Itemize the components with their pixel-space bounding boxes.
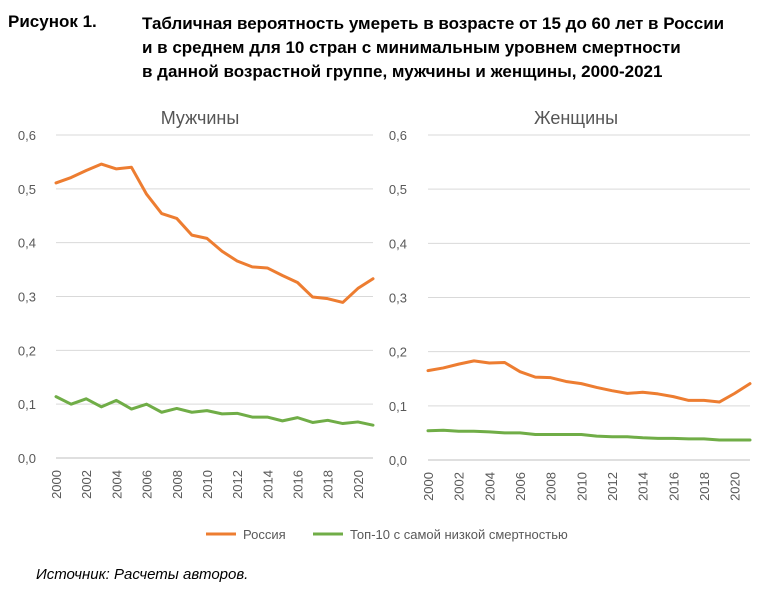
x-tick-label-men-3: 2006 (140, 470, 155, 499)
x-tick-label-men-9: 2018 (321, 470, 336, 499)
x-tick-label-men-7: 2014 (260, 470, 275, 499)
y-tick-label-men-1: 0,1 (18, 397, 36, 412)
y-tick-label-men-0: 0,0 (18, 451, 36, 466)
legend-label-top10: Топ-10 с самой низкой смертностью (350, 527, 568, 542)
panel-title-women: Женщины (534, 108, 618, 128)
x-tick-label-men-8: 2016 (291, 470, 306, 499)
x-tick-label-women-10: 2020 (728, 472, 743, 501)
x-tick-label-men-4: 2008 (170, 470, 185, 499)
y-tick-label-women-1: 0,1 (389, 399, 407, 414)
y-tick-label-women-2: 0,2 (389, 345, 407, 360)
x-tick-label-men-0: 2000 (49, 470, 64, 499)
figure-title-line-2: и в среднем для 10 стран с минимальным у… (142, 38, 681, 57)
panel-men: Мужчины 0,0 0,1 0,2 0,3 0,4 0,5 0,6 2000 2002 2004… (18, 108, 375, 499)
y-tick-label-women-4: 0,4 (389, 236, 407, 251)
x-tick-label-women-3: 2006 (513, 472, 528, 501)
x-tick-label-women-4: 2008 (544, 472, 559, 501)
y-tick-label-women-3: 0,3 (389, 291, 407, 306)
panel-title-men: Мужчины (161, 108, 240, 128)
series-line-men-russia (54, 162, 375, 304)
x-tick-label-women-6: 2012 (605, 472, 620, 501)
y-tick-label-men-6: 0,6 (18, 128, 36, 143)
x-tick-label-women-8: 2016 (666, 472, 681, 501)
x-tick-label-women-7: 2014 (636, 472, 651, 501)
x-tick-label-men-10: 2020 (351, 470, 366, 499)
x-tick-label-women-1: 2002 (452, 472, 467, 501)
y-tick-label-women-6: 0,6 (389, 128, 407, 143)
y-tick-label-women-5: 0,5 (389, 182, 407, 197)
figure-title: Табличная вероятность умереть в возрасте… (142, 12, 762, 84)
x-tick-label-men-2: 2004 (109, 470, 124, 499)
figure-title-line-3: в данной возрастной группе, мужчины и же… (142, 62, 663, 81)
figure-title-line-1: Табличная вероятность умереть в возрасте… (142, 14, 725, 33)
y-tick-label-women-0: 0,0 (389, 453, 407, 468)
series-line-women-russia (426, 359, 752, 404)
y-tick-label-men-5: 0,5 (18, 182, 36, 197)
x-tick-label-women-5: 2010 (574, 472, 589, 501)
series-line-men-top10 (54, 395, 375, 427)
series-line-women-top10 (426, 428, 752, 442)
source-note: Источник: Расчеты авторов. (36, 566, 249, 583)
legend: Россия Топ-10 с самой низкой смертностью (206, 527, 568, 542)
x-tick-label-men-6: 2012 (230, 470, 245, 499)
legend-label-russia: Россия (243, 527, 286, 542)
x-tick-label-women-0: 2000 (421, 472, 436, 501)
figure-label: Рисунок 1. (8, 12, 97, 31)
panel-women: Женщины 0,0 0,1 0,2 0,3 0,4 0,5 0,6 2000 2002 2004… (389, 108, 752, 501)
y-tick-label-men-2: 0,2 (18, 343, 36, 358)
y-tick-label-men-3: 0,3 (18, 290, 36, 305)
x-tick-label-women-2: 2004 (482, 472, 497, 501)
x-tick-label-women-9: 2018 (697, 472, 712, 501)
x-tick-label-men-5: 2010 (200, 470, 215, 499)
x-tick-label-men-1: 2002 (79, 470, 94, 499)
y-tick-label-men-4: 0,4 (18, 236, 36, 251)
